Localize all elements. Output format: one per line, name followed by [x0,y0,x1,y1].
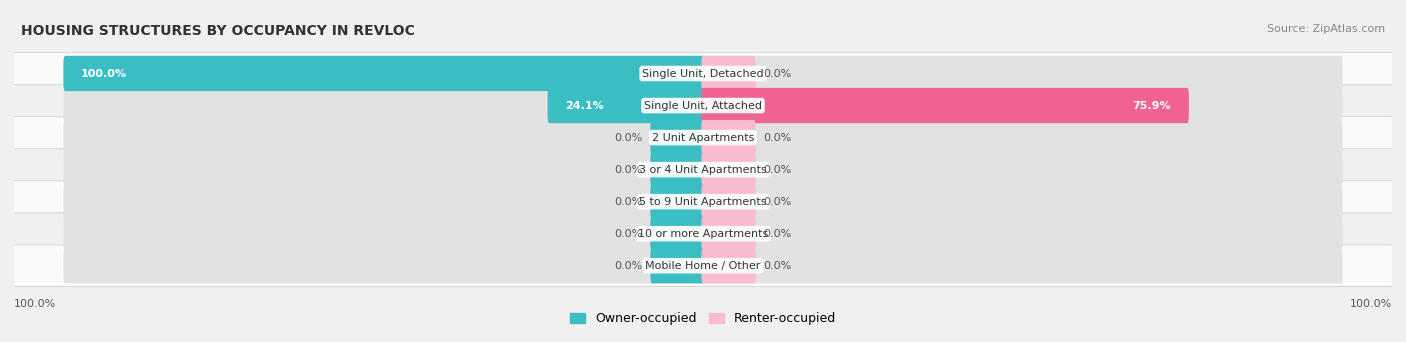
FancyBboxPatch shape [547,88,704,123]
FancyBboxPatch shape [63,152,704,187]
FancyBboxPatch shape [63,56,704,91]
Text: Mobile Home / Other: Mobile Home / Other [645,261,761,271]
Text: 0.0%: 0.0% [763,261,792,271]
FancyBboxPatch shape [13,149,1393,190]
FancyBboxPatch shape [13,181,1393,223]
FancyBboxPatch shape [702,248,755,284]
FancyBboxPatch shape [702,120,1343,155]
Text: 0.0%: 0.0% [763,165,792,175]
Text: 100.0%: 100.0% [14,299,56,310]
Text: 0.0%: 0.0% [763,197,792,207]
Text: 0.0%: 0.0% [614,165,643,175]
FancyBboxPatch shape [702,216,1343,251]
FancyBboxPatch shape [651,120,704,155]
FancyBboxPatch shape [651,216,704,251]
Text: 0.0%: 0.0% [763,229,792,239]
FancyBboxPatch shape [651,152,704,187]
Text: 0.0%: 0.0% [763,68,792,79]
Text: 0.0%: 0.0% [763,133,792,143]
FancyBboxPatch shape [702,216,755,251]
FancyBboxPatch shape [63,120,704,155]
FancyBboxPatch shape [63,88,704,123]
FancyBboxPatch shape [651,184,704,219]
Text: 2 Unit Apartments: 2 Unit Apartments [652,133,754,143]
FancyBboxPatch shape [63,216,704,251]
FancyBboxPatch shape [702,152,755,187]
FancyBboxPatch shape [13,213,1393,254]
Text: 100.0%: 100.0% [82,68,127,79]
FancyBboxPatch shape [13,53,1393,94]
FancyBboxPatch shape [63,248,704,284]
Text: 5 to 9 Unit Apartments: 5 to 9 Unit Apartments [640,197,766,207]
FancyBboxPatch shape [651,248,704,284]
FancyBboxPatch shape [702,152,1343,187]
FancyBboxPatch shape [702,56,755,91]
FancyBboxPatch shape [702,120,755,155]
Text: Source: ZipAtlas.com: Source: ZipAtlas.com [1267,24,1385,34]
Text: 24.1%: 24.1% [565,101,605,110]
Text: 0.0%: 0.0% [614,261,643,271]
FancyBboxPatch shape [702,184,755,219]
FancyBboxPatch shape [702,56,1343,91]
Text: HOUSING STRUCTURES BY OCCUPANCY IN REVLOC: HOUSING STRUCTURES BY OCCUPANCY IN REVLO… [21,24,415,38]
Legend: Owner-occupied, Renter-occupied: Owner-occupied, Renter-occupied [569,312,837,325]
Text: 0.0%: 0.0% [614,197,643,207]
FancyBboxPatch shape [702,88,1189,123]
Text: Single Unit, Detached: Single Unit, Detached [643,68,763,79]
FancyBboxPatch shape [63,56,704,91]
FancyBboxPatch shape [13,245,1393,287]
FancyBboxPatch shape [702,184,1343,219]
FancyBboxPatch shape [702,88,1343,123]
FancyBboxPatch shape [13,85,1393,126]
Text: 0.0%: 0.0% [614,229,643,239]
FancyBboxPatch shape [63,184,704,219]
Text: 3 or 4 Unit Apartments: 3 or 4 Unit Apartments [640,165,766,175]
Text: 0.0%: 0.0% [614,133,643,143]
Text: 100.0%: 100.0% [1350,299,1392,310]
FancyBboxPatch shape [13,117,1393,158]
Text: 10 or more Apartments: 10 or more Apartments [638,229,768,239]
FancyBboxPatch shape [702,248,1343,284]
Text: Single Unit, Attached: Single Unit, Attached [644,101,762,110]
Text: 75.9%: 75.9% [1133,101,1171,110]
